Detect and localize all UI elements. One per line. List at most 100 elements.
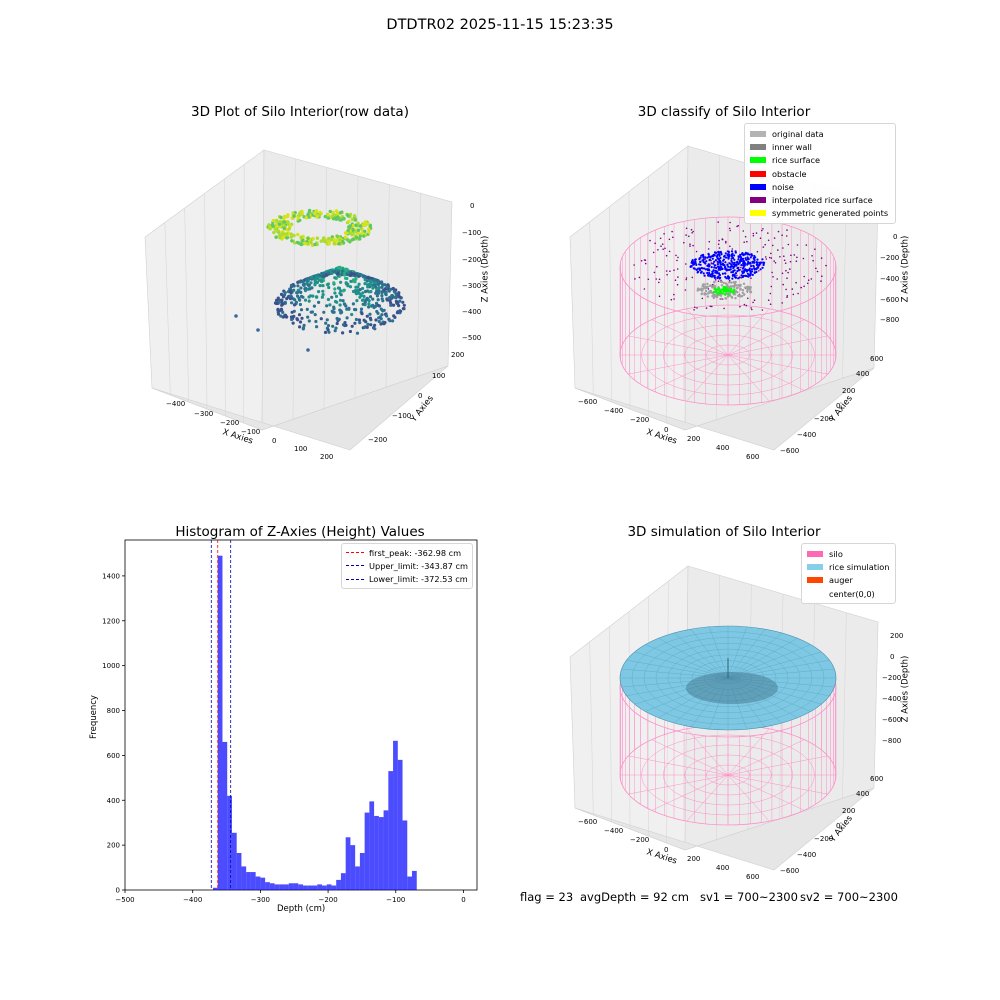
noise-point <box>707 263 710 267</box>
interpolated-point <box>745 304 748 307</box>
silo-floor-spoke <box>727 774 770 822</box>
p4-xtick-4: 200 <box>687 855 701 863</box>
data-point <box>333 287 337 291</box>
interpolated-point <box>816 270 819 273</box>
noise-point <box>746 272 749 275</box>
panel4-3d-simulation <box>569 565 879 871</box>
legend-label: symmetric generated points <box>772 208 889 219</box>
data-point <box>371 297 375 301</box>
interpolated-point <box>685 234 687 236</box>
data-point <box>332 307 336 311</box>
hist-bar <box>307 885 313 890</box>
data-point <box>360 312 364 316</box>
interpolated-point <box>692 230 694 233</box>
noise-point <box>724 272 727 275</box>
rice-mesh-spoke <box>727 677 747 730</box>
interpolated-point <box>689 243 691 245</box>
data-point <box>276 229 281 233</box>
noise-point <box>716 263 719 266</box>
interpolated-point <box>663 233 665 235</box>
legend-line <box>346 552 364 554</box>
grid-line <box>164 222 171 396</box>
rice-mesh-spoke <box>727 632 783 679</box>
noise-point <box>752 261 755 264</box>
data-point <box>358 272 362 276</box>
data-point <box>351 302 355 306</box>
noise-point <box>705 260 708 263</box>
interpolated-point <box>774 262 777 264</box>
data-point <box>367 302 371 306</box>
interpolated-point <box>769 303 772 305</box>
data-point <box>311 294 315 298</box>
interpolated-point <box>672 236 674 239</box>
data-point <box>362 298 366 302</box>
hist-legend: first_peak: -362.98 cm Upper_limit: -343… <box>341 543 473 589</box>
panel1-points <box>234 208 406 352</box>
hist-bar <box>260 877 266 890</box>
data-point <box>303 287 307 291</box>
original-point <box>703 293 706 296</box>
original-point <box>706 295 709 298</box>
legend-swatch <box>750 143 766 150</box>
data-point <box>348 285 353 289</box>
p4-zlabel: Z Axies (Depth) <box>900 655 911 723</box>
legend-label: Upper_limit: -343.87 cm <box>369 560 468 571</box>
interpolated-point <box>675 254 677 257</box>
data-point <box>331 210 335 214</box>
noise-point <box>727 250 730 253</box>
rice-mesh-spoke <box>727 677 835 688</box>
noise-point <box>714 269 717 272</box>
interpolated-point <box>796 244 799 246</box>
data-point <box>291 297 295 301</box>
noise-point <box>735 264 738 267</box>
interpolated-point <box>665 270 668 272</box>
interpolated-point <box>752 232 755 235</box>
rice-mesh-spoke <box>673 632 729 679</box>
noise-point <box>723 255 726 258</box>
data-point <box>292 233 296 238</box>
noise-point <box>692 261 695 264</box>
noise-point <box>753 268 756 271</box>
data-point <box>285 236 289 240</box>
noise-point <box>703 274 706 277</box>
noise-point <box>742 266 745 269</box>
data-point <box>348 240 352 244</box>
interpolated-point <box>653 271 656 274</box>
data-point <box>333 276 337 280</box>
data-point <box>335 316 339 321</box>
data-point <box>350 312 354 317</box>
data-point <box>392 295 397 299</box>
rice-mesh-spoke <box>727 677 822 705</box>
legend-swatch <box>807 590 823 597</box>
legend-label: center(0,0) <box>829 588 875 599</box>
noise-point <box>763 261 766 264</box>
data-point <box>358 237 362 241</box>
rice-surface-point <box>721 288 725 291</box>
interpolated-point <box>643 288 646 290</box>
interpolated-point <box>671 230 673 233</box>
interpolated-point <box>656 265 658 268</box>
data-point <box>365 314 369 318</box>
data-point <box>301 326 306 330</box>
rice-surface-point <box>712 290 715 294</box>
noise-point <box>739 253 742 256</box>
grid-line <box>609 206 612 403</box>
grid-line <box>589 641 594 816</box>
noise-point <box>712 269 715 272</box>
interpolated-point <box>718 247 721 249</box>
rice-mesh-spoke <box>727 668 835 679</box>
interpolated-point <box>743 241 745 243</box>
rice-mesh-spoke <box>727 677 830 696</box>
original-point <box>708 290 711 293</box>
panel2-silo-wireframe <box>619 216 837 406</box>
original-point <box>730 281 733 284</box>
interpolated-point <box>781 302 783 304</box>
interpolated-point <box>685 263 687 265</box>
interpolated-point <box>655 278 657 280</box>
data-point <box>344 276 348 280</box>
data-point <box>289 283 294 287</box>
p2-legend-item: inner wall <box>750 140 890 153</box>
interpolated-point <box>707 248 710 250</box>
interpolated-point <box>772 276 774 278</box>
noise-point <box>747 260 750 263</box>
